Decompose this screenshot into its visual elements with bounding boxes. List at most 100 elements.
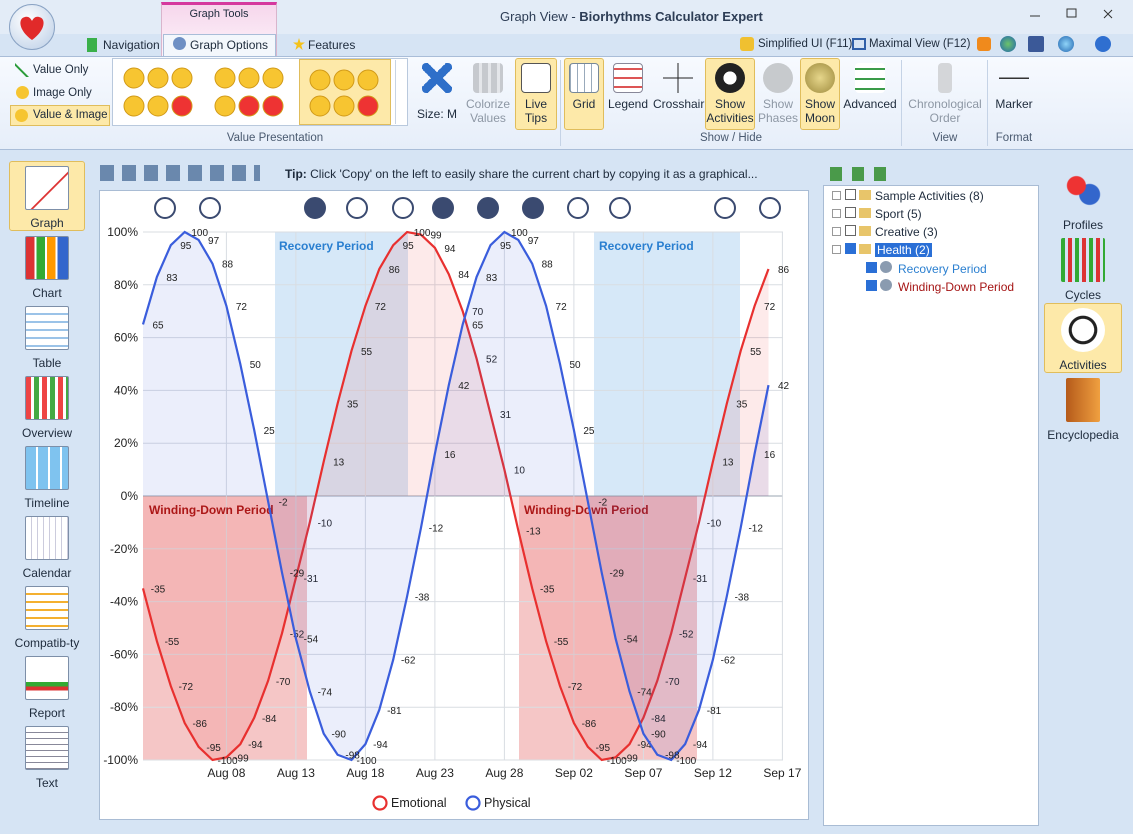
checkbox[interactable] xyxy=(845,189,856,200)
nav-item[interactable]: Profiles xyxy=(1045,168,1121,232)
quick-button[interactable]: Maximal View (F12) xyxy=(869,38,971,50)
value-label: 72 xyxy=(556,302,568,313)
tree-label: Sample Activities (8) xyxy=(875,189,984,203)
colorize-button[interactable]: Colorize Values xyxy=(464,58,512,130)
value-label: -13 xyxy=(526,526,541,537)
value-label: 100 xyxy=(511,228,528,239)
globe-icon[interactable] xyxy=(1000,36,1016,52)
tab[interactable]: Navigation xyxy=(75,38,160,52)
nav-item[interactable]: Report xyxy=(9,656,85,720)
nav-item[interactable]: Encyclopedia xyxy=(1045,378,1121,442)
nav-icon xyxy=(25,656,69,700)
checkbox[interactable] xyxy=(845,225,856,236)
nav-item[interactable]: Overview xyxy=(9,376,85,440)
nav-item[interactable]: Graph xyxy=(9,166,85,230)
maximize[interactable] xyxy=(1066,8,1077,18)
button-label: Live Tips xyxy=(524,97,548,125)
show-moon-button[interactable]: Show Moon xyxy=(800,58,840,130)
hourglass-icon xyxy=(938,63,952,93)
checkbox[interactable] xyxy=(845,243,856,254)
activity-band xyxy=(519,496,697,760)
value-option[interactable]: Value & Image xyxy=(33,109,108,121)
x-tick-label: Aug 13 xyxy=(277,766,315,780)
size-button[interactable]: Size: M xyxy=(413,58,461,130)
value-label: -100 xyxy=(217,756,237,767)
show-activities-button[interactable]: Show Activities xyxy=(705,58,755,130)
y-tick-label: 60% xyxy=(114,331,138,345)
tree-item[interactable]: Health (2) xyxy=(832,243,932,261)
gallery-scroll[interactable] xyxy=(395,60,406,124)
value-label: -31 xyxy=(304,574,319,585)
rss-icon[interactable] xyxy=(977,37,991,51)
value-label: 95 xyxy=(180,241,192,252)
nav-item[interactable]: Cycles xyxy=(1045,238,1121,302)
legend-button[interactable]: Legend xyxy=(606,58,650,130)
nav-item[interactable]: Calendar xyxy=(9,516,85,580)
app-icon[interactable] xyxy=(9,4,55,50)
nav-item[interactable]: Activities xyxy=(1045,308,1121,372)
tab-icon xyxy=(173,37,186,50)
web-icon[interactable] xyxy=(1058,36,1074,52)
tree-label: Recovery Period xyxy=(898,262,987,276)
live-tips-button[interactable]: Live Tips xyxy=(515,58,557,130)
value-label: -70 xyxy=(665,677,680,688)
tree-item[interactable]: Sample Activities (8) xyxy=(832,189,984,207)
value-label: -99 xyxy=(234,753,249,764)
tree-item[interactable]: Winding-Down Period xyxy=(866,279,1014,297)
tip: Tip: Click 'Copy' on the left to easily … xyxy=(285,167,758,181)
checkbox[interactable] xyxy=(866,262,877,273)
nav-item[interactable]: Table xyxy=(9,306,85,370)
x-tick-label: Sep 02 xyxy=(555,766,593,780)
nav-item[interactable]: Text xyxy=(9,726,85,790)
button-label: Grid xyxy=(572,97,596,111)
grid-button[interactable]: Grid xyxy=(564,58,604,130)
value-label: 65 xyxy=(152,320,164,331)
nav-item[interactable]: Compatib-ty xyxy=(9,586,85,650)
moon-phase xyxy=(714,197,736,219)
tree-item[interactable]: Sport (5) xyxy=(832,207,922,225)
marker-icon xyxy=(999,63,1029,93)
nav-item[interactable]: Timeline xyxy=(9,446,85,510)
nav-item[interactable]: Chart xyxy=(9,236,85,300)
tab[interactable]: Features xyxy=(308,38,356,52)
button-label: Size: M xyxy=(416,107,457,121)
title-sep: - xyxy=(571,9,576,24)
value-label: 72 xyxy=(764,302,776,313)
show-phases-button[interactable]: Show Phases xyxy=(757,58,799,130)
value-label: -95 xyxy=(206,743,221,754)
moon-phase xyxy=(154,197,176,219)
checkbox[interactable] xyxy=(866,280,877,291)
crosshair-button[interactable]: Crosshair xyxy=(652,58,704,130)
tab-icon xyxy=(293,38,305,50)
close[interactable] xyxy=(1103,9,1113,19)
help-icon[interactable] xyxy=(1095,36,1111,52)
value-label: -98 xyxy=(665,751,680,762)
value-label: 95 xyxy=(500,241,512,252)
annotation: Winding-Down Period xyxy=(524,503,649,517)
tree-item[interactable]: Recovery Period xyxy=(866,261,987,279)
value-option[interactable]: Value Only xyxy=(33,64,89,76)
moon-icon xyxy=(805,63,835,93)
size-icon xyxy=(422,63,452,93)
value-option[interactable]: Image Only xyxy=(33,87,92,99)
value-label: 31 xyxy=(500,410,512,421)
expander xyxy=(832,209,841,218)
moon-phase xyxy=(609,197,631,219)
value-label: -2 xyxy=(279,497,288,508)
tab[interactable]: Graph Options xyxy=(190,38,269,52)
tree-toolbar xyxy=(830,167,892,181)
value-label: 42 xyxy=(458,381,470,392)
advanced-button[interactable]: Advanced xyxy=(842,58,898,130)
facebook-icon[interactable] xyxy=(1028,36,1044,52)
nav-icon xyxy=(1061,168,1105,212)
nav-label: Cycles xyxy=(1064,288,1101,302)
chronological-button[interactable]: Chronological Order xyxy=(905,58,985,130)
value-label: 25 xyxy=(264,426,276,437)
value-label: 50 xyxy=(250,360,262,371)
checkbox[interactable] xyxy=(845,207,856,218)
activities-icon xyxy=(715,63,745,93)
tree-item[interactable]: Creative (3) xyxy=(832,225,938,243)
quick-button[interactable]: Simplified UI (F11) xyxy=(758,38,853,50)
marker-button[interactable]: Marker xyxy=(990,58,1038,130)
radio-icon xyxy=(16,86,29,99)
